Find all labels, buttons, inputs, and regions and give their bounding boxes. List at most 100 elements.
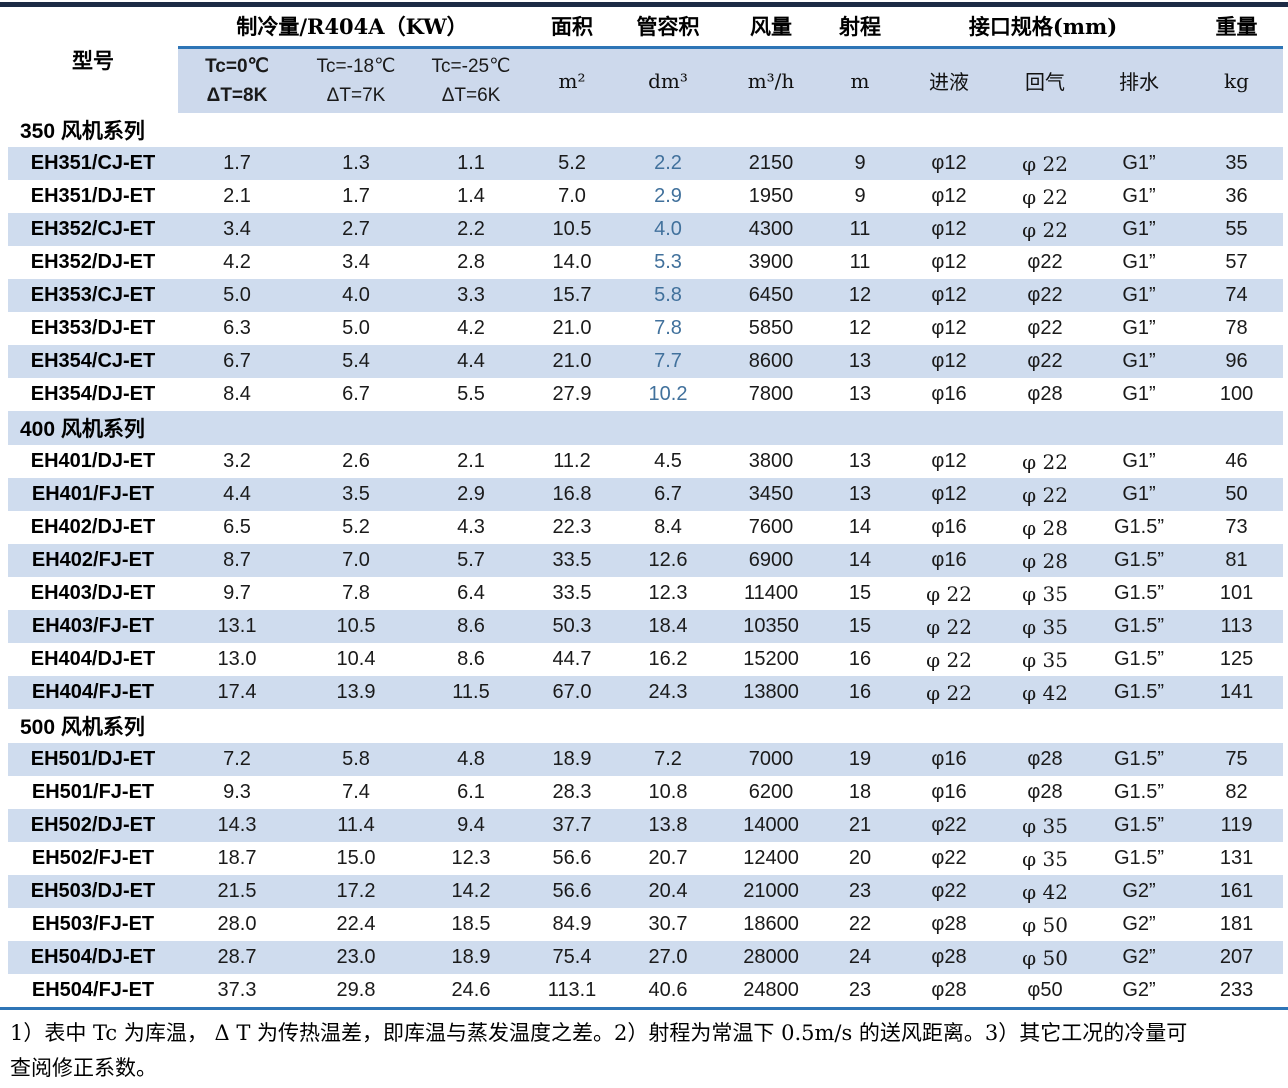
spec-cell: 5.5 [457,383,485,405]
spec-cell: 6450 [748,284,794,306]
unit-air-flow: m³/h [718,45,825,113]
spec-cell: 50.3 [552,615,592,637]
spec-cell: 3.4 [342,251,370,273]
spec-cell: 27.9 [552,383,592,405]
spec-cell: 13.0 [217,648,257,670]
spec-cell: 2.8 [457,251,485,273]
spec-cell: 18 [848,781,872,803]
spec-cell: φ22 [1027,317,1063,339]
spec-row: EH504/DJ-ET 28.7 23.0 18.9 75.4 27.0 28000 24 φ2… [8,941,1284,974]
spec-cell: φ 22 [1022,184,1068,209]
spec-cell: 12.3 [451,847,491,869]
spec-cell: 15.7 [552,284,592,306]
spec-cell: 6.7 [223,350,251,372]
model-cell: EH503/FJ-ET [31,913,155,935]
spec-cell: 15 [848,582,872,604]
spec-cell: 101 [1219,582,1254,604]
col-header-cooling-capacity: 制冷量/R404A（KW） [236,14,468,40]
spec-cell: 7.0 [558,185,586,207]
spec-cell: G1” [1122,317,1156,339]
spec-cell: G2” [1122,979,1156,1001]
spec-cell: 13.8 [648,814,688,836]
spec-cell: 33.5 [552,549,592,571]
spec-cell: 161 [1219,880,1254,902]
spec-cell: φ12 [931,483,967,505]
unit-area: m² [526,45,619,113]
spec-cell: 14000 [743,814,799,836]
table-header: 型号 制冷量/R404A（KW） 面积 管容积 风量 射程 接口规格(mm) 重… [8,7,1284,113]
model-cell: EH353/CJ-ET [30,284,156,306]
spec-cell: G1” [1122,185,1156,207]
spec-cell: 10.2 [648,383,688,405]
spec-cell: 14.2 [451,880,491,902]
model-cell: EH404/DJ-ET [30,648,156,670]
spec-cell: 10.4 [336,648,376,670]
spec-cell: 4.3 [457,516,485,538]
spec-cell: G1.5” [1114,615,1165,637]
tc0-delta: ΔT=8K [206,84,268,106]
spec-cell: 141 [1219,681,1254,703]
spec-cell: 16.8 [552,483,592,505]
spec-cell: 8.4 [223,383,251,405]
spec-cell: 73 [1225,516,1248,538]
spec-cell: 6.3 [223,317,251,339]
spec-cell: φ16 [931,781,967,803]
model-cell: EH501/FJ-ET [31,781,155,803]
spec-cell: 11400 [743,582,799,604]
spec-cell: 12.6 [648,549,688,571]
spec-cell: 35 [1225,152,1248,174]
spec-row: EH501/DJ-ET 7.2 5.8 4.8 18.9 7.2 7000 19 φ16 φ28 G… [8,743,1284,776]
spec-row: EH354/DJ-ET 8.4 6.7 5.5 27.9 10.2 7800 13 φ16 φ28… [8,378,1283,411]
spec-cell: 33.5 [552,582,592,604]
footnotes: 1）表中 Tc 为库温， Δ T 为传热温差，即库温与蒸发温度之差。2）射程为常… [0,1010,1288,1086]
spec-cell: 7.2 [654,748,682,770]
spec-cell: φ28 [931,979,967,1001]
spec-cell: φ 35 [1022,846,1068,871]
spec-cell: φ 22 [926,614,972,639]
spec-cell: 46 [1225,450,1248,472]
spec-cell: φ 35 [1022,614,1068,639]
spec-cell: φ12 [931,317,967,339]
spec-row: EH404/FJ-ET 17.4 13.9 11.5 67.0 24.3 13800 16 φ … [8,676,1284,709]
spec-cell: 18.5 [451,913,491,935]
spec-cell: 2.6 [342,450,370,472]
spec-cell: 21.0 [552,317,592,339]
col-header-connections: 接口规格(mm) [968,14,1118,40]
subheader-tc0: Tc=0℃ ΔT=8K [178,45,296,113]
spec-cell: 22.4 [336,913,376,935]
spec-cell: 2.9 [457,483,485,505]
spec-cell: φ12 [931,251,967,273]
section-title: 350 风机系列 [20,120,145,143]
spec-cell: 10.5 [552,218,592,240]
spec-cell: 125 [1219,648,1254,670]
spec-cell: 3450 [748,483,794,505]
spec-cell: 14.0 [552,251,592,273]
spec-cell: 6900 [748,549,794,571]
model-cell: EH354/DJ-ET [30,383,156,405]
spec-cell: 7.8 [342,582,370,604]
spec-cell: 3.5 [342,483,370,505]
spec-cell: 12400 [743,847,799,869]
spec-cell: 11.5 [452,681,490,703]
spec-cell: 16.2 [648,648,688,670]
spec-cell: 37.3 [217,979,257,1001]
spec-cell: 28.3 [552,781,592,803]
spec-cell: G1” [1122,218,1156,240]
spec-cell: φ 35 [1022,647,1068,672]
spec-cell: 5850 [748,317,794,339]
spec-cell: 2.1 [457,450,485,472]
model-cell: EH351/CJ-ET [30,152,156,174]
spec-cell: 9 [854,152,866,174]
spec-row: EH402/FJ-ET 8.7 7.0 5.7 33.5 12.6 6900 14 φ16 φ 2… [8,544,1284,577]
spec-cell: G1” [1122,383,1156,405]
spec-row: EH502/DJ-ET 14.3 11.4 9.4 37.7 13.8 14000 21 φ22… [8,809,1284,842]
spec-cell: 24800 [743,979,799,1001]
spec-cell: 82 [1225,781,1248,803]
spec-cell: 21 [848,814,872,836]
spec-cell: 7000 [748,748,794,770]
spec-cell: 17.2 [336,880,376,902]
subheader-tc18: Tc=-18℃ ΔT=7K [296,45,416,113]
spec-cell: 13 [848,350,872,372]
spec-cell: φ 42 [1022,879,1068,904]
spec-cell: φ16 [931,516,967,538]
